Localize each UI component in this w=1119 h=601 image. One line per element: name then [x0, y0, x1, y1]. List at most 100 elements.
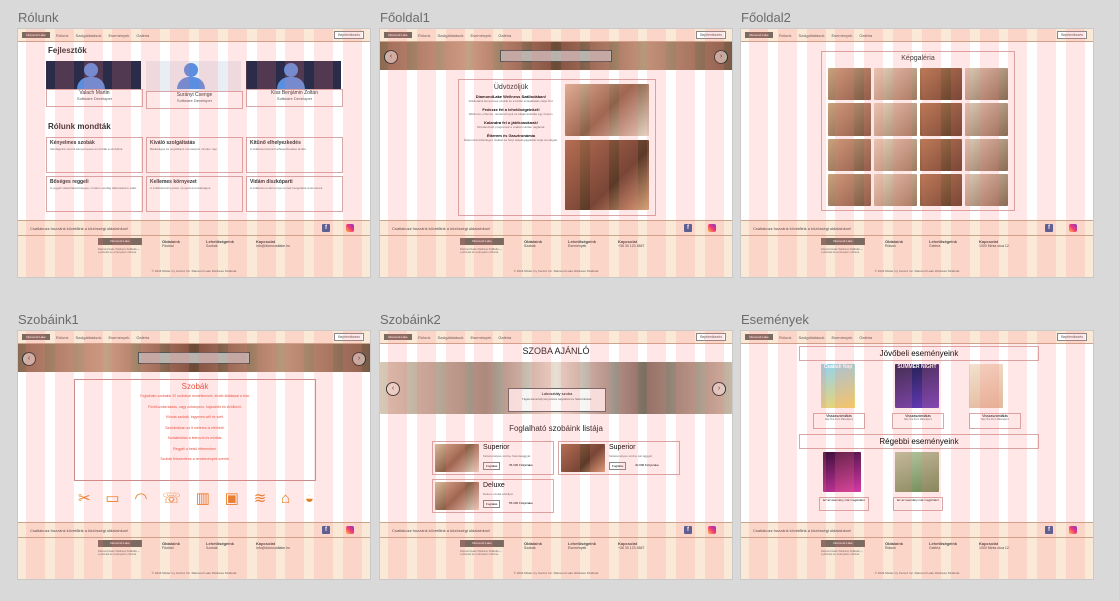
nav-szolgaltatasok[interactable]: Szolgáltatások	[798, 32, 825, 38]
nav-szolgaltatasok[interactable]: Szolgáltatások	[437, 32, 464, 38]
gallery-thumbnail[interactable]	[965, 68, 1008, 101]
review-title: Kitűnő elhelyezkedés	[250, 140, 301, 146]
login-button[interactable]: Bejelentkezés	[1057, 333, 1087, 341]
book-button[interactable]: Foglalás	[483, 462, 501, 470]
instagram-icon[interactable]	[1069, 224, 1077, 232]
footer-link[interactable]: Rólunk	[885, 244, 896, 248]
nav-galeria[interactable]: Galéria	[498, 334, 512, 340]
footer-col-title: Kapcsolat	[979, 541, 999, 546]
facebook-icon[interactable]: f	[322, 224, 330, 232]
site-logo[interactable]: Diamond Lake	[384, 32, 412, 38]
login-button[interactable]: Bejelentkezés	[334, 333, 364, 341]
site-logo[interactable]: Diamond Lake	[22, 334, 50, 340]
gallery-thumbnail[interactable]	[873, 103, 917, 136]
nav-rolunk[interactable]: Rólunk	[779, 32, 792, 38]
arrow-left-icon[interactable]: ‹	[384, 50, 398, 64]
footer-link[interactable]: Szobák	[524, 546, 536, 550]
footer-link[interactable]: Rólunk	[885, 546, 896, 550]
nav-galeria[interactable]: Galéria	[859, 32, 873, 38]
arrow-right-icon[interactable]: ›	[352, 352, 366, 366]
instagram-icon[interactable]	[346, 224, 354, 232]
footer-link[interactable]: Események	[568, 244, 587, 248]
nav-szolgaltatasok[interactable]: Szolgáltatások	[798, 334, 825, 340]
nav-galeria[interactable]: Galéria	[498, 32, 512, 38]
site-logo[interactable]: Diamond Lake	[745, 32, 773, 38]
arrow-right-icon[interactable]: ›	[712, 382, 726, 396]
nav-galeria[interactable]: Galéria	[859, 334, 873, 340]
site-logo[interactable]: Diamond Lake	[745, 334, 773, 340]
countdown-card: Visszaszámlálás Nap Óra Perc Másodperc	[969, 413, 1021, 429]
facebook-icon[interactable]: f	[322, 526, 330, 534]
room-photo	[565, 84, 649, 136]
footer-link[interactable]: Galéria	[929, 546, 941, 550]
footer-link[interactable]: Főoldal	[162, 546, 174, 550]
footer-copyright: © 2024 Mixter Ivy Kentsz Inc. Diamond La…	[151, 571, 237, 575]
nav-esemenyek[interactable]: Események	[831, 32, 853, 38]
arrow-left-icon[interactable]: ‹	[386, 382, 400, 396]
login-button[interactable]: Bejelentkezés	[696, 31, 726, 39]
gallery-thumbnail[interactable]	[828, 173, 871, 206]
footer-link[interactable]: Galéria	[929, 244, 941, 248]
arrow-left-icon[interactable]: ‹	[22, 352, 36, 366]
carousel-caption-title: Lakosztály szoba	[541, 391, 573, 396]
carousel-caption-text: Tágas lakosztály kényelmes nappalival és…	[522, 397, 592, 401]
gallery-thumbnail[interactable]	[919, 103, 963, 136]
facebook-icon[interactable]: f	[684, 224, 692, 232]
gallery-thumbnail[interactable]	[828, 103, 871, 136]
login-button[interactable]: Bejelentkezés	[1057, 31, 1087, 39]
gallery-thumbnail[interactable]	[873, 138, 917, 171]
countdown-card: Visszaszámlálás Nap Óra Perc Másodperc	[892, 413, 944, 429]
gallery-thumbnail[interactable]	[828, 68, 871, 101]
facebook-icon[interactable]: f	[1045, 224, 1053, 232]
gallery-thumbnail[interactable]	[873, 173, 917, 206]
nav-esemenyek[interactable]: Események	[108, 334, 130, 340]
footer-link[interactable]: Szobák	[524, 244, 536, 248]
nav-esemenyek[interactable]: Események	[470, 32, 492, 38]
nav-esemenyek[interactable]: Események	[108, 32, 130, 38]
nav-rolunk[interactable]: Rólunk	[56, 334, 69, 340]
footer-link[interactable]: Szobák	[206, 244, 218, 248]
nav-rolunk[interactable]: Rólunk	[56, 32, 69, 38]
hairdryer-icon: ✂	[78, 490, 91, 507]
nav-galeria[interactable]: Galéria	[136, 334, 150, 340]
gallery-thumbnail[interactable]	[919, 68, 963, 101]
nav-szolgaltatasok[interactable]: Szolgáltatások	[75, 334, 102, 340]
footer-contact: 1000 Minta utca 12.	[979, 244, 1010, 248]
facebook-icon[interactable]: f	[684, 526, 692, 534]
book-button[interactable]: Foglalás	[483, 500, 501, 508]
nav-galeria[interactable]: Galéria	[136, 32, 150, 38]
gallery-thumbnail[interactable]	[965, 138, 1008, 171]
countdown-label: Visszaszámlálás	[905, 414, 931, 418]
nav-esemenyek[interactable]: Események	[831, 334, 853, 340]
room-info-line: Szobáinkban a televízió és minibár.	[167, 436, 223, 440]
countdown-label: Visszaszámlálás	[826, 414, 852, 418]
gallery-thumbnail[interactable]	[965, 103, 1008, 136]
gallery-thumbnail[interactable]	[919, 138, 963, 171]
footer-link[interactable]: Főoldal	[162, 244, 174, 248]
frame-label-szobaink1: Szobáink1	[18, 312, 79, 327]
footer-link[interactable]: Események	[568, 546, 587, 550]
login-button[interactable]: Bejelentkezés	[334, 31, 364, 39]
site-logo[interactable]: Diamond Lake	[384, 334, 412, 340]
facebook-icon[interactable]: f	[1045, 526, 1053, 534]
gallery-thumbnail[interactable]	[965, 173, 1008, 206]
instagram-icon[interactable]	[346, 526, 354, 534]
gallery-thumbnail[interactable]	[919, 173, 963, 206]
footer-link[interactable]: Szobák	[206, 546, 218, 550]
gallery-thumbnail[interactable]	[828, 138, 871, 171]
nav-rolunk[interactable]: Rólunk	[418, 32, 431, 38]
nav-szolgaltatasok[interactable]: Szolgáltatások	[437, 334, 464, 340]
nav-rolunk[interactable]: Rólunk	[418, 334, 431, 340]
arrow-right-icon[interactable]: ›	[714, 50, 728, 64]
nav-esemenyek[interactable]: Események	[470, 334, 492, 340]
book-button[interactable]: Foglalás	[609, 462, 627, 470]
instagram-icon[interactable]	[708, 526, 716, 534]
nav-rolunk[interactable]: Rólunk	[779, 334, 792, 340]
room-info-line: Reggeli a belső étteremben.	[173, 446, 217, 451]
gallery-thumbnail[interactable]	[873, 68, 917, 101]
instagram-icon[interactable]	[1069, 526, 1077, 534]
nav-szolgaltatasok[interactable]: Szolgáltatások	[75, 32, 102, 38]
instagram-icon[interactable]	[708, 224, 716, 232]
site-logo[interactable]: Diamond Lake	[22, 32, 50, 38]
login-button[interactable]: Bejelentkezés	[696, 333, 726, 341]
